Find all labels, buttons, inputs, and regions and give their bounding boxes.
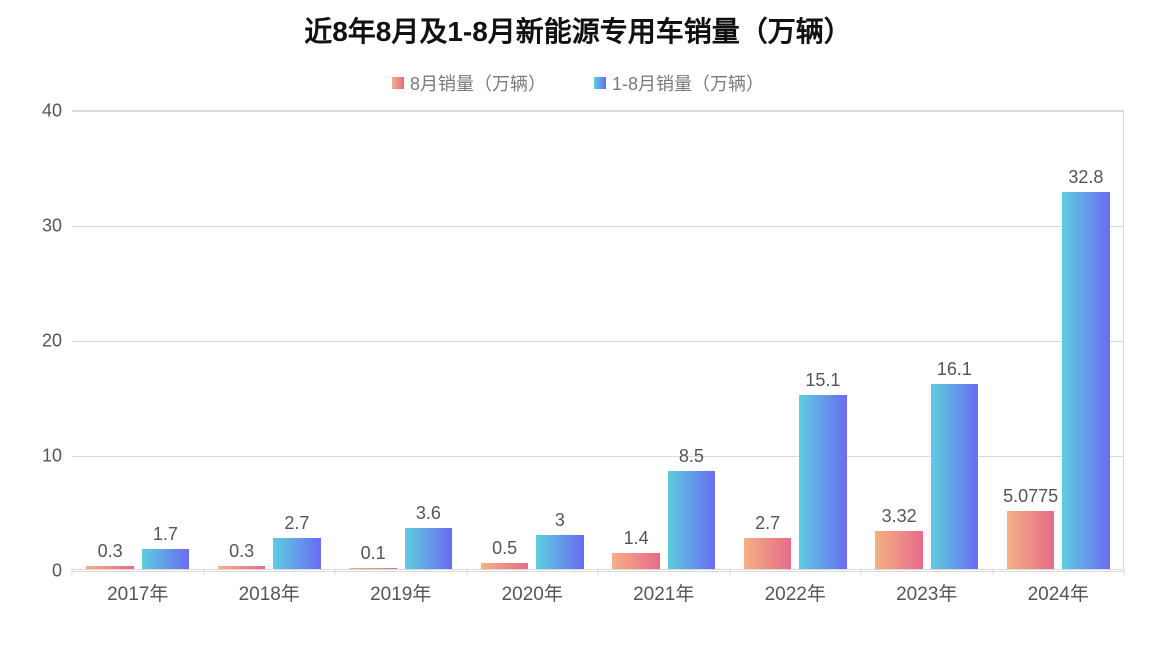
bar-value-label: 1.7 <box>153 524 178 549</box>
x-tick-label: 2020年 <box>502 569 563 606</box>
bar-s1: 0.3 <box>86 566 133 569</box>
bar-value-label: 1.4 <box>624 528 649 553</box>
x-tick-mark <box>729 569 730 575</box>
x-tick-mark <box>466 569 467 575</box>
bar-s2: 15.1 <box>799 395 846 569</box>
bar-s2: 1.7 <box>142 549 189 569</box>
bar-value-label: 3.32 <box>882 506 917 531</box>
bar-value-label: 8.5 <box>679 446 704 471</box>
bar-s1: 0.3 <box>218 566 265 569</box>
x-tick-mark <box>992 569 993 575</box>
x-tick-label: 2022年 <box>765 569 826 606</box>
bar-value-label: 5.0775 <box>1003 486 1058 511</box>
x-tick-mark <box>203 569 204 575</box>
bar-s1: 2.7 <box>744 538 791 569</box>
bar-value-label: 3 <box>555 510 565 535</box>
gridline <box>72 111 1123 112</box>
y-tick-label: 30 <box>42 216 72 237</box>
bar-value-label: 0.3 <box>229 541 254 566</box>
legend-label-s1: 8月销量（万辆） <box>410 70 546 96</box>
bar-s2: 2.7 <box>273 538 320 569</box>
y-tick-label: 10 <box>42 446 72 467</box>
legend-label-s2: 1-8月销量（万辆） <box>612 70 764 96</box>
bar-s2: 3 <box>536 535 583 570</box>
gridline <box>72 341 1123 342</box>
bar-value-label: 0.5 <box>492 538 517 563</box>
x-tick-label: 2019年 <box>370 569 431 606</box>
bar-s2: 16.1 <box>931 384 978 569</box>
x-tick-mark <box>861 569 862 575</box>
bar-s2: 3.6 <box>405 528 452 569</box>
x-tick-label: 2018年 <box>239 569 300 606</box>
bar-s1: 0.5 <box>481 563 528 569</box>
chart-container: 近8年8月及1-8月新能源专用车销量（万辆） 8月销量（万辆） 1-8月销量（万辆… <box>0 0 1156 650</box>
plot-area: 0102030402017年2018年2019年2020年2021年2022年2… <box>72 110 1124 570</box>
bar-s1: 5.0775 <box>1007 511 1054 569</box>
bar-value-label: 3.6 <box>416 503 441 528</box>
legend-item-s1: 8月销量（万辆） <box>392 70 546 96</box>
legend: 8月销量（万辆） 1-8月销量（万辆） <box>0 70 1156 96</box>
bar-s1: 3.32 <box>875 531 922 569</box>
x-tick-label: 2024年 <box>1028 569 1089 606</box>
gridline <box>72 226 1123 227</box>
x-tick-label: 2021年 <box>633 569 694 606</box>
x-tick-mark <box>335 569 336 575</box>
bar-value-label: 15.1 <box>805 370 840 395</box>
bar-s1: 1.4 <box>612 553 659 569</box>
bar-s2: 32.8 <box>1062 192 1109 569</box>
y-tick-label: 0 <box>52 561 72 582</box>
y-tick-label: 20 <box>42 331 72 352</box>
bar-value-label: 0.3 <box>98 541 123 566</box>
legend-swatch-s1 <box>392 77 404 89</box>
bar-value-label: 2.7 <box>755 513 780 538</box>
bar-value-label: 32.8 <box>1068 167 1103 192</box>
bar-s2: 8.5 <box>668 471 715 569</box>
bar-value-label: 2.7 <box>284 513 309 538</box>
x-tick-mark <box>598 569 599 575</box>
x-tick-label: 2023年 <box>896 569 957 606</box>
x-tick-label: 2017年 <box>107 569 168 606</box>
bar-s1: 0.1 <box>349 568 396 569</box>
bar-value-label: 0.1 <box>361 543 386 568</box>
y-tick-label: 40 <box>42 101 72 122</box>
chart-title: 近8年8月及1-8月新能源专用车销量（万辆） <box>0 10 1156 50</box>
x-tick-mark <box>72 569 73 575</box>
legend-swatch-s2 <box>594 77 606 89</box>
bar-value-label: 16.1 <box>937 359 972 384</box>
legend-item-s2: 1-8月销量（万辆） <box>594 70 764 96</box>
x-tick-mark <box>1124 569 1125 575</box>
